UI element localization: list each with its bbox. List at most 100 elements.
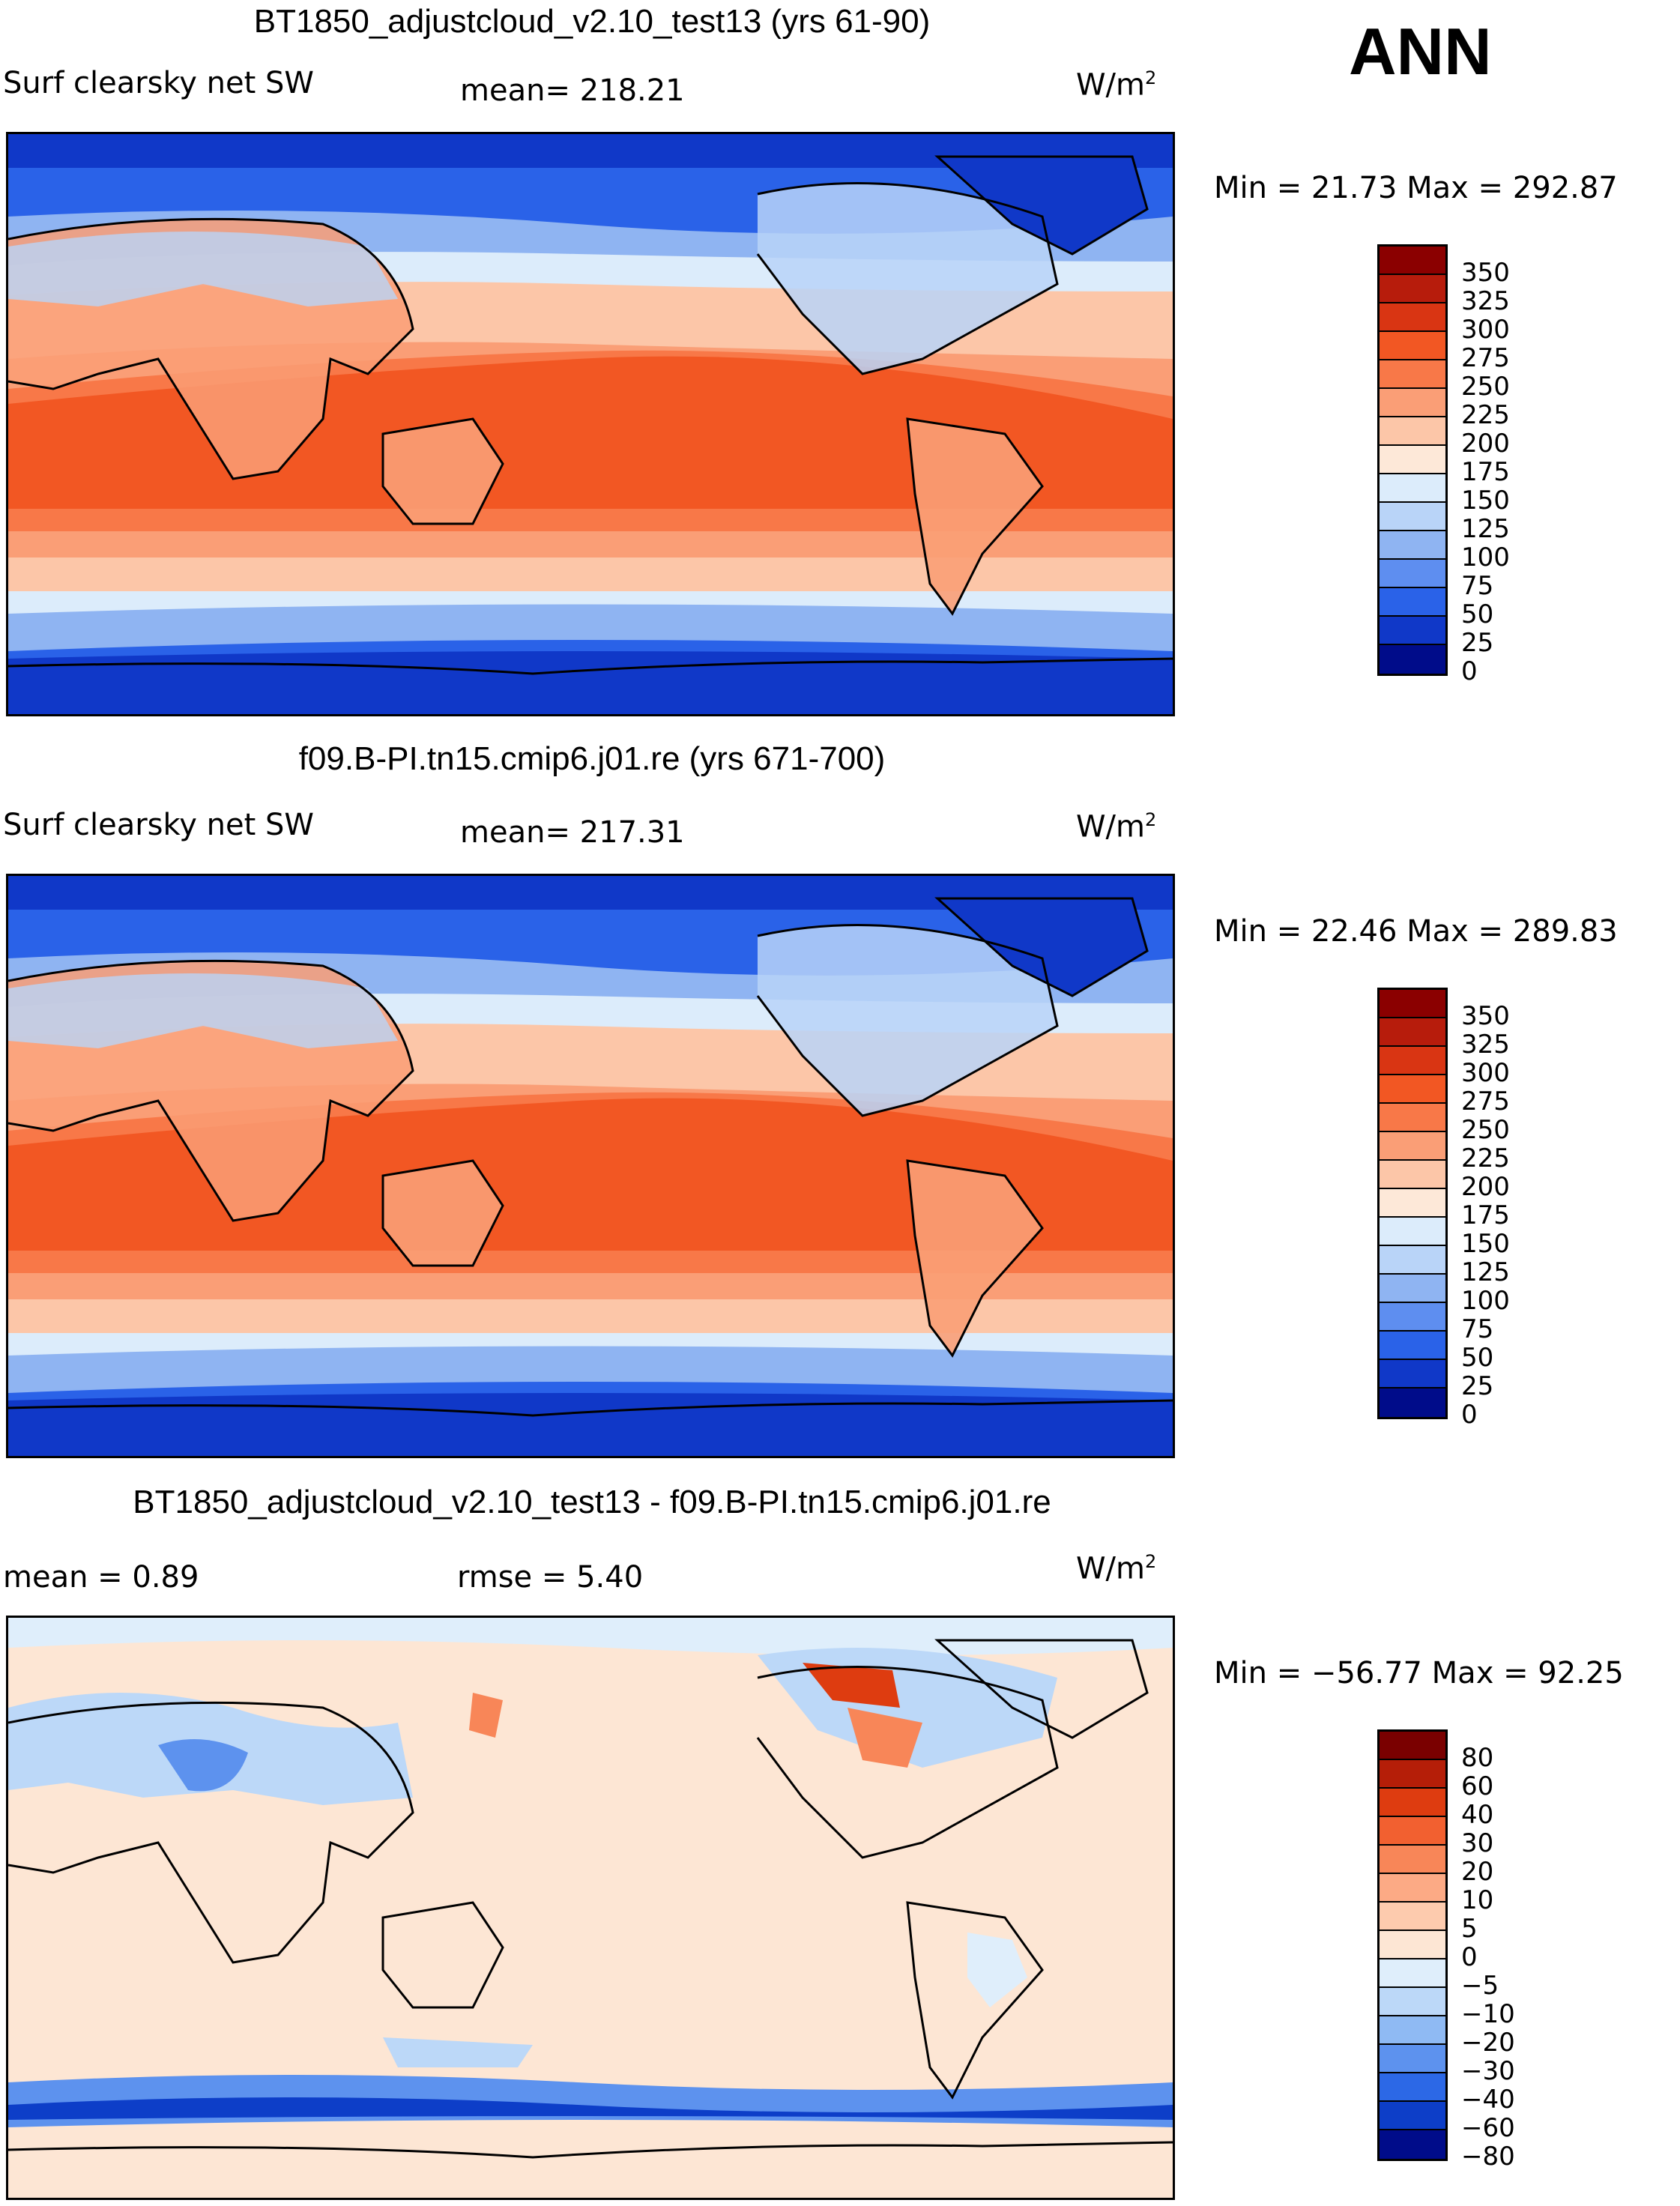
colorbar-tick-label: 30: [1461, 1828, 1494, 1858]
colorbar-tick-label: 100: [1461, 1286, 1510, 1316]
colorbar-swatch: [1380, 531, 1445, 560]
colorbar-tick-label: 150: [1461, 486, 1510, 516]
colorbar-swatch: [1380, 1388, 1445, 1417]
colorbar-swatch: [1380, 1075, 1445, 1104]
colorbar-tick-label: 75: [1461, 1314, 1494, 1344]
colorbar-swatch: [1380, 1931, 1445, 1959]
colorbar-swatch: [1380, 446, 1445, 474]
panel1-minmax: Min = 21.73 Max = 292.87: [1214, 171, 1618, 205]
colorbar-swatch: [1380, 990, 1445, 1018]
panel3-map: [6, 1616, 1175, 2200]
colorbar-tick-label: 125: [1461, 514, 1510, 544]
colorbar-swatch: [1380, 247, 1445, 275]
colorbar-tick-label: 50: [1461, 599, 1494, 629]
colorbar-tick-label: 80: [1461, 1743, 1494, 1773]
panel3-minmax: Min = −56.77 Max = 92.25: [1214, 1656, 1624, 1690]
panel2-minmax: Min = 22.46 Max = 289.83: [1214, 914, 1618, 949]
colorbar-swatch: [1380, 1275, 1445, 1303]
colorbar-swatch: [1380, 2073, 1445, 2102]
colorbar-swatch: [1380, 588, 1445, 617]
panel2-colorbar: [1377, 988, 1448, 1419]
panel2-title: f09.B-PI.tn15.cmip6.j01.re (yrs 671-700): [298, 740, 886, 777]
colorbar-tick-label: 250: [1461, 1115, 1510, 1145]
panel2-variable: Surf clearsky net SW: [3, 808, 314, 842]
colorbar-tick-label: −20: [1461, 2028, 1515, 2058]
colorbar-swatch: [1380, 1760, 1445, 1789]
panel2-mean: mean= 217.31: [460, 815, 685, 850]
colorbar-tick-label: 25: [1461, 628, 1494, 658]
colorbar-swatch: [1380, 1332, 1445, 1360]
colorbar-swatch: [1380, 1047, 1445, 1075]
panel1-colorbar: [1377, 244, 1448, 676]
colorbar-tick-label: 275: [1461, 343, 1510, 373]
colorbar-swatch: [1380, 2102, 1445, 2130]
panel3-units: W/m2: [1076, 1551, 1157, 1586]
colorbar-tick-label: 0: [1461, 656, 1478, 686]
colorbar-swatch: [1380, 1189, 1445, 1218]
colorbar-tick-label: 5: [1461, 1914, 1478, 1944]
colorbar-swatch: [1380, 1218, 1445, 1246]
colorbar-swatch: [1380, 332, 1445, 360]
colorbar-swatch: [1380, 2016, 1445, 2045]
panel3-colorbar: [1377, 1729, 1448, 2161]
panel1-variable: Surf clearsky net SW: [3, 66, 314, 100]
colorbar-swatch: [1380, 1161, 1445, 1189]
panel1-title: BT1850_adjustcloud_v2.10_test13 (yrs 61-…: [253, 3, 931, 40]
colorbar-swatch: [1380, 1132, 1445, 1161]
colorbar-swatch: [1380, 389, 1445, 417]
panel2-map: [6, 874, 1175, 1458]
colorbar-tick-label: 100: [1461, 543, 1510, 572]
colorbar-tick-label: 200: [1461, 429, 1510, 459]
colorbar-tick-label: 50: [1461, 1343, 1494, 1373]
colorbar-tick-label: 75: [1461, 571, 1494, 601]
colorbar-tick-label: 125: [1461, 1257, 1510, 1287]
colorbar-swatch: [1380, 1817, 1445, 1846]
colorbar-tick-label: 325: [1461, 1030, 1510, 1060]
colorbar-swatch: [1380, 2045, 1445, 2073]
colorbar-swatch: [1380, 1360, 1445, 1388]
colorbar-swatch: [1380, 1874, 1445, 1903]
colorbar-tick-label: 300: [1461, 1058, 1510, 1088]
colorbar-tick-label: 275: [1461, 1087, 1510, 1116]
colorbar-tick-label: 350: [1461, 1001, 1510, 1031]
panel1-map: [6, 132, 1175, 716]
colorbar-tick-label: 325: [1461, 286, 1510, 316]
colorbar-tick-label: −5: [1461, 1971, 1499, 2001]
colorbar-tick-label: 200: [1461, 1172, 1510, 1202]
colorbar-tick-label: 175: [1461, 457, 1510, 487]
colorbar-tick-label: 250: [1461, 372, 1510, 402]
colorbar-tick-label: 175: [1461, 1200, 1510, 1230]
colorbar-swatch: [1380, 1846, 1445, 1874]
colorbar-swatch: [1380, 303, 1445, 332]
colorbar-swatch: [1380, 617, 1445, 645]
colorbar-swatch: [1380, 417, 1445, 446]
colorbar-swatch: [1380, 1303, 1445, 1332]
panel1-mean: mean= 218.21: [460, 73, 685, 108]
colorbar-tick-label: 225: [1461, 1143, 1510, 1173]
colorbar-swatch: [1380, 1732, 1445, 1760]
colorbar-swatch: [1380, 1246, 1445, 1275]
colorbar-swatch: [1380, 560, 1445, 588]
colorbar-swatch: [1380, 275, 1445, 303]
panel1-units: W/m2: [1076, 67, 1157, 103]
colorbar-tick-label: −60: [1461, 2113, 1515, 2143]
colorbar-tick-label: 225: [1461, 400, 1510, 430]
panel2-units: W/m2: [1076, 809, 1157, 844]
colorbar-tick-label: 0: [1461, 1400, 1478, 1430]
colorbar-tick-label: −40: [1461, 2085, 1515, 2115]
colorbar-tick-label: −80: [1461, 2142, 1515, 2172]
panel3-mean: mean = 0.89: [3, 1560, 199, 1595]
colorbar-tick-label: −30: [1461, 2056, 1515, 2086]
colorbar-tick-label: 20: [1461, 1857, 1494, 1887]
colorbar-tick-label: −10: [1461, 1999, 1515, 2029]
colorbar-swatch: [1380, 2130, 1445, 2159]
panel3-rmse: rmse = 5.40: [457, 1560, 644, 1595]
panel3-title: BT1850_adjustcloud_v2.10_test13 - f09.B-…: [133, 1484, 1051, 1520]
colorbar-swatch: [1380, 1988, 1445, 2016]
colorbar-tick-label: 0: [1461, 1942, 1478, 1972]
colorbar-tick-label: 150: [1461, 1229, 1510, 1259]
colorbar-swatch: [1380, 645, 1445, 674]
colorbar-tick-label: 25: [1461, 1371, 1494, 1401]
season-label: ANN: [1349, 14, 1492, 88]
colorbar-tick-label: 350: [1461, 258, 1510, 288]
